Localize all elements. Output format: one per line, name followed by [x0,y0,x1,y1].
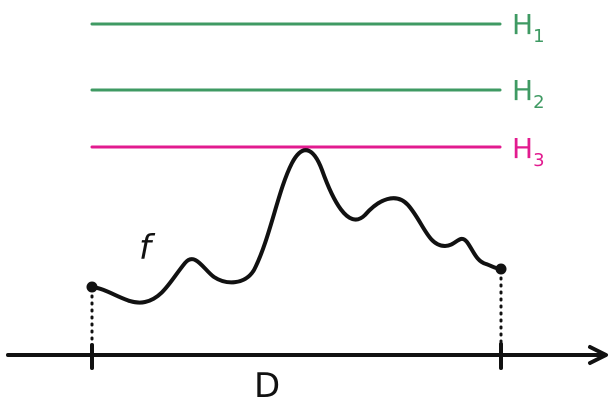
h3-label: H3 [512,132,545,171]
h1-label: H1 [512,8,545,47]
left-endpoint [86,281,98,293]
function-curve [90,148,503,305]
function-label: f [139,228,156,268]
h3-subscript: 3 [533,150,544,171]
h2-label: H2 [512,74,545,113]
h1-subscript: 1 [533,26,544,47]
h2-subscript: 2 [533,92,544,113]
right-endpoint [495,263,507,275]
x-axis-arrow [588,345,608,365]
domain-label: D [254,366,280,400]
